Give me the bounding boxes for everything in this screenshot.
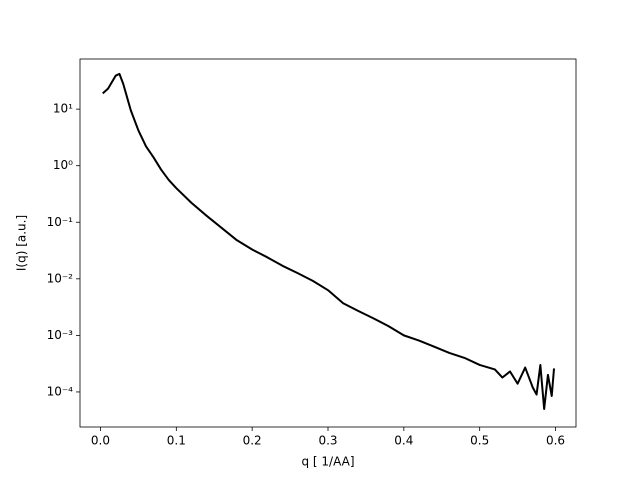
x-tick-label: 0.6 [546, 434, 565, 448]
x-tick-label: 0.5 [470, 434, 489, 448]
y-tick-label: 10⁻⁴ [47, 384, 74, 398]
y-tick-label: 10⁻¹ [47, 215, 74, 229]
x-tick-label: 0.4 [394, 434, 413, 448]
y-tick-label: 10¹ [53, 102, 73, 116]
x-tick-label: 0.0 [91, 434, 110, 448]
y-tick-label: 10⁻³ [47, 328, 74, 342]
x-axis-label: q [ 1/AA] [301, 455, 354, 469]
data-line [102, 72, 556, 410]
y-axis-label: I(q) [a.u.] [15, 215, 29, 271]
y-tick-label: 10⁰ [53, 158, 73, 172]
x-tick-label: 0.1 [167, 434, 186, 448]
plot-frame [79, 58, 577, 428]
x-tick-label: 0.3 [318, 434, 337, 448]
y-tick-label: 10⁻² [47, 271, 74, 285]
x-tick-label: 0.2 [243, 434, 262, 448]
